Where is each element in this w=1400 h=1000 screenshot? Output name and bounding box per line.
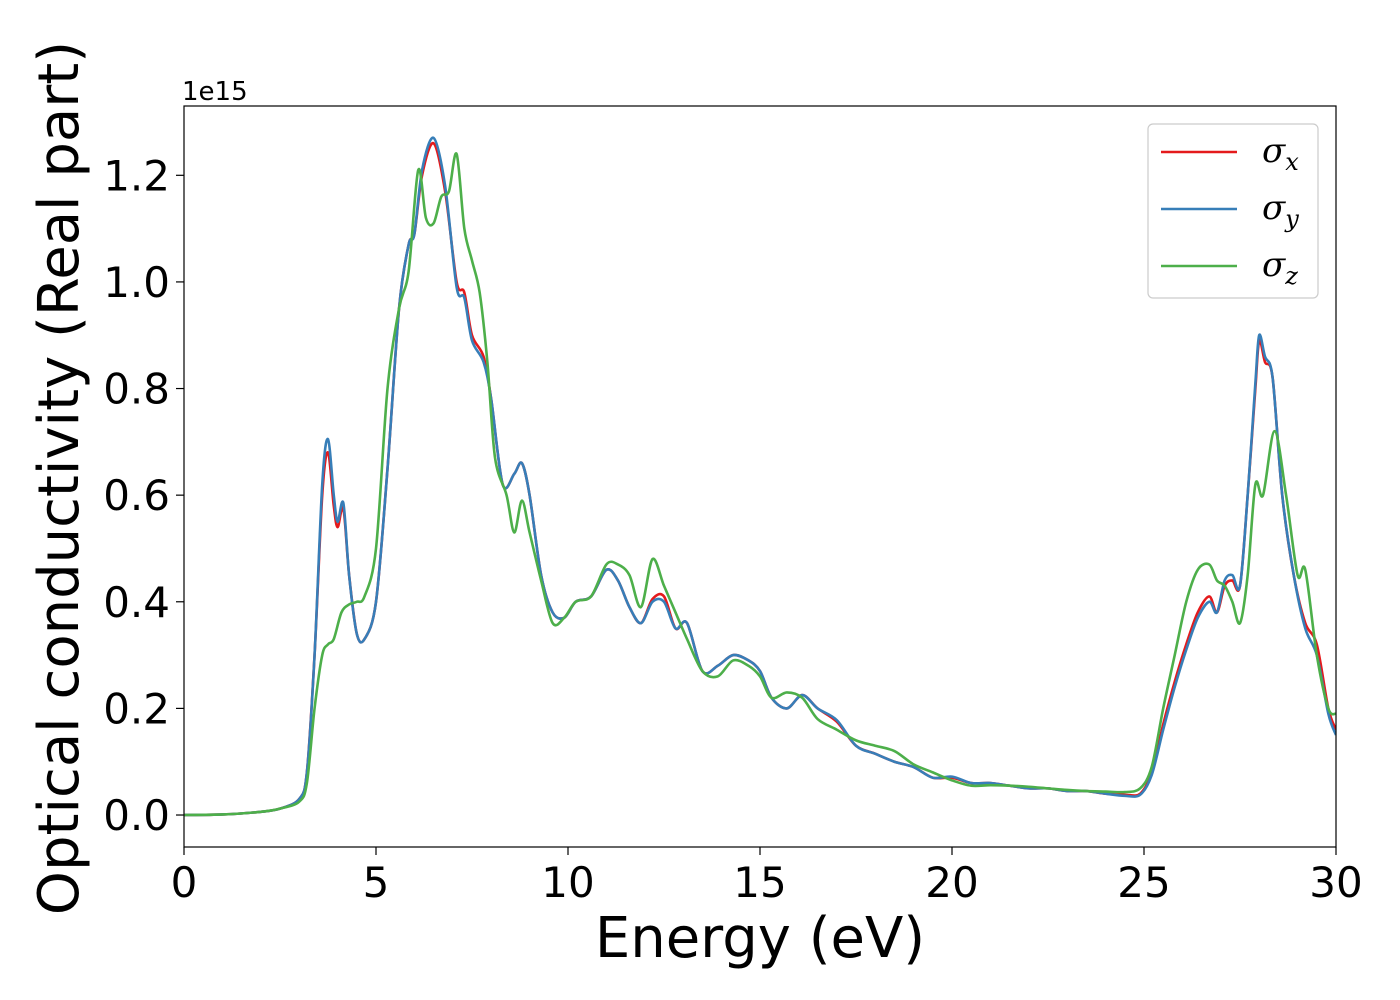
x-tick-label: 15 [733, 858, 786, 907]
x-tick-label: 25 [1117, 858, 1170, 907]
x-tick-label: 10 [541, 858, 594, 907]
y-tick-label: 1.0 [103, 258, 170, 307]
y-tick-label: 0.4 [103, 578, 170, 627]
series-line-z [184, 152, 1336, 817]
x-axis-label: Energy (eV) [595, 906, 925, 971]
y-tick-label: 0.0 [103, 791, 170, 840]
x-tick-label: 0 [171, 858, 198, 907]
x-axis-ticks: 0 5 10 15 20 25 30 [171, 847, 1363, 907]
y-tick-label: 0.2 [103, 684, 170, 733]
y-tick-label: 1.2 [103, 151, 170, 200]
y-axis-ticks: 0.0 0.2 0.4 0.6 0.8 1.0 1.2 [103, 151, 184, 840]
x-tick-label: 30 [1309, 858, 1362, 907]
y-axis-offset-label: 1e15 [182, 77, 248, 107]
x-tick-label: 20 [925, 858, 978, 907]
y-tick-label: 0.6 [103, 471, 170, 520]
legend-label-z: σz [1262, 245, 1298, 290]
y-tick-label: 0.8 [103, 365, 170, 414]
x-tick-label: 5 [363, 858, 390, 907]
y-axis-label: Optical conductivity (Real part) [27, 41, 92, 915]
series-line-y [184, 136, 1336, 817]
legend-box [1147, 123, 1319, 299]
series-lines [184, 136, 1336, 817]
